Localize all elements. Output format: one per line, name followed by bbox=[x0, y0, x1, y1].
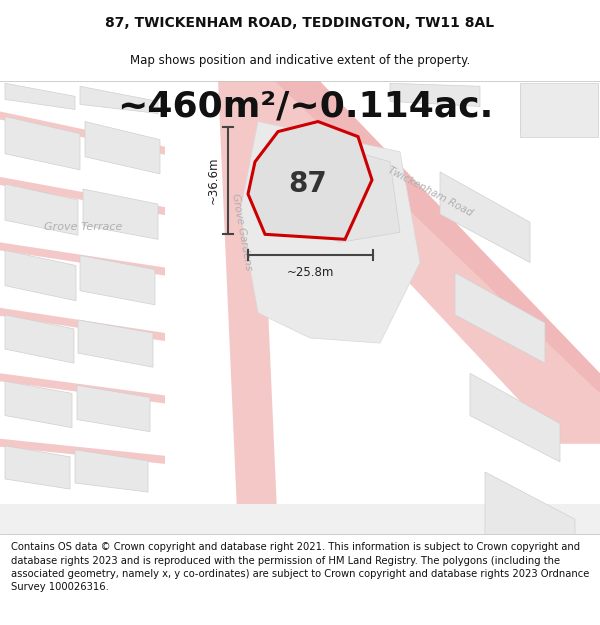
Polygon shape bbox=[258, 81, 600, 444]
Polygon shape bbox=[390, 83, 480, 106]
Polygon shape bbox=[5, 446, 70, 489]
Polygon shape bbox=[285, 142, 400, 242]
Polygon shape bbox=[5, 184, 78, 235]
Polygon shape bbox=[0, 111, 165, 155]
Text: Twickenham Road: Twickenham Road bbox=[386, 166, 474, 219]
Text: Grove Terrace: Grove Terrace bbox=[44, 222, 122, 232]
Polygon shape bbox=[0, 81, 600, 534]
Polygon shape bbox=[520, 86, 595, 132]
Polygon shape bbox=[455, 272, 545, 363]
Polygon shape bbox=[440, 172, 530, 262]
Text: ~460m²/~0.114ac.: ~460m²/~0.114ac. bbox=[117, 89, 493, 123]
Polygon shape bbox=[0, 439, 165, 464]
Polygon shape bbox=[78, 320, 153, 368]
Text: ~36.6m: ~36.6m bbox=[207, 157, 220, 204]
Polygon shape bbox=[83, 189, 158, 239]
Text: Map shows position and indicative extent of the property.: Map shows position and indicative extent… bbox=[130, 54, 470, 68]
Text: ~25.8m: ~25.8m bbox=[287, 266, 334, 279]
Polygon shape bbox=[240, 121, 420, 343]
Polygon shape bbox=[470, 373, 560, 462]
Polygon shape bbox=[218, 81, 278, 534]
Polygon shape bbox=[520, 83, 598, 137]
Polygon shape bbox=[0, 308, 165, 341]
Polygon shape bbox=[77, 386, 150, 432]
Polygon shape bbox=[85, 121, 160, 174]
Polygon shape bbox=[5, 381, 72, 428]
Polygon shape bbox=[5, 251, 76, 301]
Polygon shape bbox=[0, 504, 600, 534]
Polygon shape bbox=[5, 83, 75, 109]
Polygon shape bbox=[5, 116, 80, 170]
Polygon shape bbox=[0, 242, 165, 276]
Polygon shape bbox=[80, 86, 158, 114]
Text: 87, TWICKENHAM ROAD, TEDDINGTON, TW11 8AL: 87, TWICKENHAM ROAD, TEDDINGTON, TW11 8A… bbox=[106, 16, 494, 30]
Polygon shape bbox=[0, 373, 165, 404]
Polygon shape bbox=[248, 121, 372, 239]
Polygon shape bbox=[5, 315, 74, 363]
Polygon shape bbox=[80, 256, 155, 305]
Text: Grove Gardens: Grove Gardens bbox=[230, 193, 254, 272]
Polygon shape bbox=[485, 472, 575, 534]
Text: 87: 87 bbox=[289, 170, 328, 198]
Text: Contains OS data © Crown copyright and database right 2021. This information is : Contains OS data © Crown copyright and d… bbox=[11, 542, 589, 592]
Polygon shape bbox=[0, 177, 165, 215]
Polygon shape bbox=[275, 81, 600, 393]
Polygon shape bbox=[75, 450, 148, 492]
